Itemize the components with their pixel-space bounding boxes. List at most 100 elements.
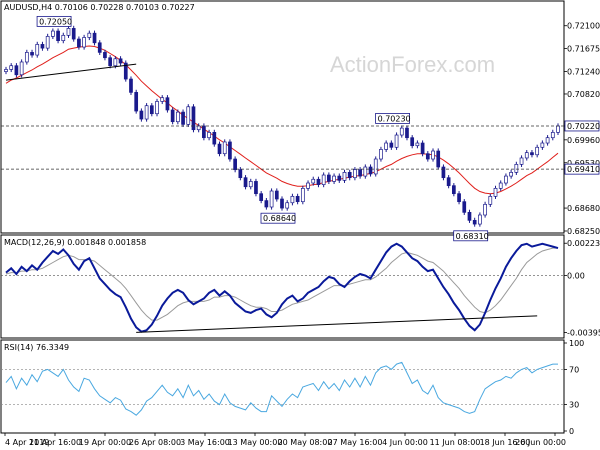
annotation-box-1	[260, 212, 296, 224]
candle-body-19	[103, 52, 107, 59]
macd-tick-label-1: 0.00	[567, 271, 585, 280]
candle-body-80	[420, 142, 425, 155]
x-tick-label-0: 4 Apr 2019	[5, 438, 49, 447]
candle-body-5	[30, 52, 34, 56]
annotation-label-1: 0.68640	[263, 214, 296, 223]
x-tick-label-1: 11 Apr 16:00	[29, 438, 81, 447]
macd-panel	[0, 234, 565, 339]
candle-body-41	[217, 143, 222, 155]
candle-body-97	[509, 172, 513, 177]
watermark: ActionForex.com	[330, 52, 495, 77]
candle-body-66	[347, 172, 352, 179]
candle-body-33	[175, 111, 180, 123]
candle-body-43	[228, 141, 232, 160]
x-tick-label-4: 3 May 16:00	[180, 438, 230, 447]
candle-body-46	[243, 177, 248, 188]
macd-trendline	[136, 315, 538, 333]
candle-body-44	[233, 158, 237, 171]
candle-body-47	[248, 181, 253, 188]
candle-body-54	[285, 202, 290, 209]
price-tick-label-8: 0.68680	[567, 204, 600, 213]
candle-body-29	[155, 101, 159, 115]
macd-signal-line	[5, 247, 558, 321]
x-tick-label-10: 18 Jun 16:00	[480, 438, 531, 447]
price-tick-label-7: 0.69410	[567, 165, 600, 174]
candle-body-105	[550, 132, 555, 139]
annotation-box-0	[36, 15, 72, 27]
rsi-title: RSI(14) 76.3349	[4, 343, 69, 352]
candle-body-83	[436, 150, 441, 168]
candle-body-6	[35, 44, 40, 56]
rsi-tick-label-2: 30	[569, 401, 579, 410]
candle-body-21	[113, 58, 118, 67]
rsi-tick-label-0: 100	[569, 339, 584, 348]
candle-body-92	[483, 203, 487, 216]
candle-body-70	[368, 166, 373, 175]
annotation-label-3: 0.68310	[456, 232, 489, 241]
price-tick-box-7	[564, 163, 600, 175]
candle-body-74	[389, 142, 394, 148]
candle-body-13	[71, 28, 76, 40]
candle-body-20	[108, 57, 113, 67]
price-candles-layer	[4, 25, 560, 227]
candle-body-49	[259, 193, 264, 201]
candle-body-81	[425, 153, 430, 160]
candle-body-75	[394, 134, 399, 148]
candle-body-31	[165, 97, 170, 111]
price-tick-label-3: 0.70820	[567, 90, 600, 99]
macd-tick-label-2: -0.00395	[567, 328, 600, 337]
candle-body-64	[337, 175, 342, 181]
candle-body-10	[56, 30, 60, 42]
candle-body-73	[384, 142, 389, 150]
candle-body-38	[202, 125, 206, 139]
candle-body-106	[556, 125, 560, 133]
candle-body-17	[92, 32, 97, 44]
axis-layer: 0.72100 0.71675 0.71240 0.70820 0.70220 0.699…	[4, 22, 600, 447]
candle-body-28	[149, 105, 154, 115]
candle-body-68	[358, 169, 362, 177]
price-tick-label-6: 0.69530	[567, 159, 600, 168]
x-tick-label-9: 11 Jun 08:00	[430, 438, 481, 447]
candle-body-39	[207, 132, 211, 139]
candle-body-53	[280, 198, 284, 209]
price-title: AUDUSD,H4 0.70106 0.70228 0.70103 0.7022…	[4, 3, 195, 12]
candle-body-60	[316, 178, 321, 185]
price-tick-label-4: 0.70220	[567, 122, 600, 131]
candle-body-40	[212, 132, 217, 145]
candle-body-55	[290, 195, 295, 204]
candle-body-14	[77, 38, 81, 48]
candle-body-67	[353, 169, 357, 179]
candle-body-16	[87, 32, 92, 38]
candle-body-36	[191, 106, 196, 131]
candle-body-56	[295, 195, 300, 203]
candle-body-9	[51, 30, 55, 37]
rsi-tick-label-3: 0	[569, 427, 574, 436]
candle-body-1	[9, 65, 14, 70]
candle-body-12	[66, 28, 71, 36]
candle-body-88	[462, 201, 467, 213]
x-tick-label-7: 27 May 16:00	[328, 438, 383, 447]
candle-body-91	[478, 214, 482, 225]
candle-body-94	[493, 187, 498, 197]
x-tick-label-8: 4 Jun 00:00	[382, 438, 428, 447]
candle-body-63	[332, 175, 336, 182]
candle-body-100	[524, 152, 529, 159]
candle-body-82	[431, 150, 435, 160]
candle-body-27	[144, 105, 149, 120]
candle-body-78	[410, 137, 415, 147]
candle-body-85	[446, 177, 451, 187]
candle-body-62	[327, 174, 331, 182]
candle-body-2	[14, 65, 19, 76]
candle-body-93	[488, 195, 493, 205]
price-tick-label-1: 0.71675	[567, 44, 600, 53]
candle-body-90	[472, 219, 477, 225]
candle-body-8	[45, 36, 50, 49]
candle-body-11	[61, 34, 66, 42]
candle-body-50	[264, 200, 269, 208]
annotation-box-2	[375, 113, 410, 124]
price-annotations-layer: 0.72050 0.68640 0.70230 0.68310	[1, 15, 564, 242]
candle-body-76	[399, 127, 404, 136]
rsi-panel	[0, 339, 565, 434]
candle-body-65	[342, 172, 347, 181]
candle-body-24	[129, 78, 133, 93]
